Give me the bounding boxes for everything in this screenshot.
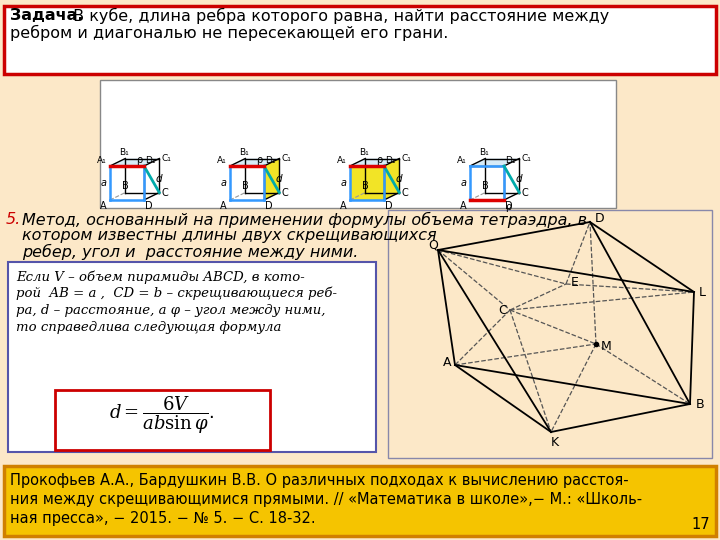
- Text: D: D: [145, 201, 153, 211]
- Text: B₁: B₁: [359, 147, 369, 157]
- FancyBboxPatch shape: [55, 390, 270, 450]
- Text: D₁: D₁: [505, 156, 516, 165]
- Polygon shape: [230, 159, 279, 166]
- Text: C₁: C₁: [282, 154, 291, 163]
- Text: котором известны длины двух скрещивающихся: котором известны длины двух скрещивающих…: [22, 228, 436, 243]
- Text: D₁: D₁: [265, 156, 276, 165]
- Text: C: C: [161, 187, 168, 198]
- Text: a: a: [221, 178, 227, 188]
- FancyBboxPatch shape: [8, 262, 376, 452]
- Text: ρ: ρ: [505, 202, 511, 212]
- Text: Задача.: Задача.: [10, 8, 84, 23]
- Text: d: d: [276, 174, 282, 184]
- Text: C₁: C₁: [401, 154, 411, 163]
- Text: рой  AB = a ,  CD = b – скрещивающиеся реб-: рой AB = a , CD = b – скрещивающиеся реб…: [16, 287, 337, 300]
- Text: a: a: [101, 178, 107, 188]
- Text: В кубе, длина ребра которого равна, найти расстояние между: В кубе, длина ребра которого равна, найт…: [68, 8, 609, 24]
- Text: D: D: [595, 212, 605, 225]
- Text: D₁: D₁: [145, 156, 156, 165]
- Text: ρ: ρ: [256, 155, 262, 165]
- Text: Метод, основанный на применении формулы объема тетраэдра, в: Метод, основанный на применении формулы …: [22, 212, 587, 228]
- Polygon shape: [264, 159, 279, 200]
- Text: D: D: [385, 201, 392, 211]
- Text: A: A: [100, 201, 107, 211]
- Text: ния между скрещивающимися прямыми. // «Математика в школе»,− М.: «Школь-: ния между скрещивающимися прямыми. // «М…: [10, 492, 642, 507]
- Text: ребром и диагональю не пересекающей его грани.: ребром и диагональю не пересекающей его …: [10, 25, 449, 41]
- Text: ра, d – расстояние, а φ – угол между ними,: ра, d – расстояние, а φ – угол между ним…: [16, 304, 325, 317]
- Polygon shape: [350, 166, 384, 200]
- Text: d: d: [156, 174, 162, 184]
- Text: a: a: [341, 178, 347, 188]
- Text: B₁: B₁: [240, 147, 249, 157]
- Text: Если V – объем пирамиды ABCD, в кото-: Если V – объем пирамиды ABCD, в кото-: [16, 270, 305, 284]
- Text: d: d: [516, 174, 522, 184]
- Text: 17: 17: [691, 517, 710, 532]
- Text: A: A: [341, 201, 347, 211]
- Text: A: A: [220, 201, 227, 211]
- Polygon shape: [350, 159, 400, 166]
- Text: D₁: D₁: [385, 156, 395, 165]
- Text: 5.: 5.: [6, 212, 22, 227]
- Text: C₁: C₁: [161, 154, 171, 163]
- Text: K: K: [551, 435, 559, 449]
- Text: ρ: ρ: [376, 155, 382, 165]
- Text: C: C: [401, 187, 408, 198]
- Text: B: B: [696, 397, 705, 410]
- Text: a: a: [461, 178, 467, 188]
- Text: C: C: [282, 187, 288, 198]
- Text: C: C: [521, 187, 528, 198]
- Text: A₁: A₁: [217, 156, 227, 165]
- Text: d: d: [396, 174, 402, 184]
- Text: $d = \dfrac{6V}{ab\sin\varphi}$.: $d = \dfrac{6V}{ab\sin\varphi}$.: [109, 394, 215, 436]
- FancyBboxPatch shape: [4, 6, 716, 74]
- Text: Q: Q: [428, 239, 438, 252]
- Text: B: B: [122, 180, 129, 191]
- Text: L: L: [699, 286, 706, 299]
- Polygon shape: [470, 159, 519, 166]
- Text: A₁: A₁: [97, 156, 107, 165]
- Text: D: D: [265, 201, 273, 211]
- Text: ребер, угол и  расстояние между ними.: ребер, угол и расстояние между ними.: [22, 244, 359, 260]
- Text: A₁: A₁: [337, 156, 347, 165]
- Polygon shape: [384, 159, 400, 200]
- FancyBboxPatch shape: [4, 466, 716, 536]
- Text: ная пресса», − 2015. − № 5. − С. 18-32.: ная пресса», − 2015. − № 5. − С. 18-32.: [10, 511, 315, 526]
- Text: D: D: [505, 201, 513, 211]
- Text: A: A: [460, 201, 467, 211]
- Text: Прокофьев А.А., Бардушкин В.В. О различных подходах к вычислению расстоя-: Прокофьев А.А., Бардушкин В.В. О различн…: [10, 473, 629, 488]
- FancyBboxPatch shape: [100, 80, 616, 208]
- Text: B: B: [242, 180, 248, 191]
- Text: то справедлива следующая формула: то справедлива следующая формула: [16, 321, 282, 334]
- Text: C: C: [498, 303, 507, 316]
- Text: M: M: [601, 341, 612, 354]
- Text: B₁: B₁: [120, 147, 129, 157]
- Text: A: A: [443, 356, 451, 369]
- Polygon shape: [110, 159, 159, 166]
- Text: A₁: A₁: [457, 156, 467, 165]
- FancyBboxPatch shape: [388, 210, 712, 458]
- Text: B₁: B₁: [480, 147, 489, 157]
- Text: ρ: ρ: [136, 155, 142, 165]
- Text: C₁: C₁: [521, 154, 531, 163]
- Text: B: B: [482, 180, 489, 191]
- Text: B: B: [362, 180, 369, 191]
- Text: E: E: [571, 275, 579, 288]
